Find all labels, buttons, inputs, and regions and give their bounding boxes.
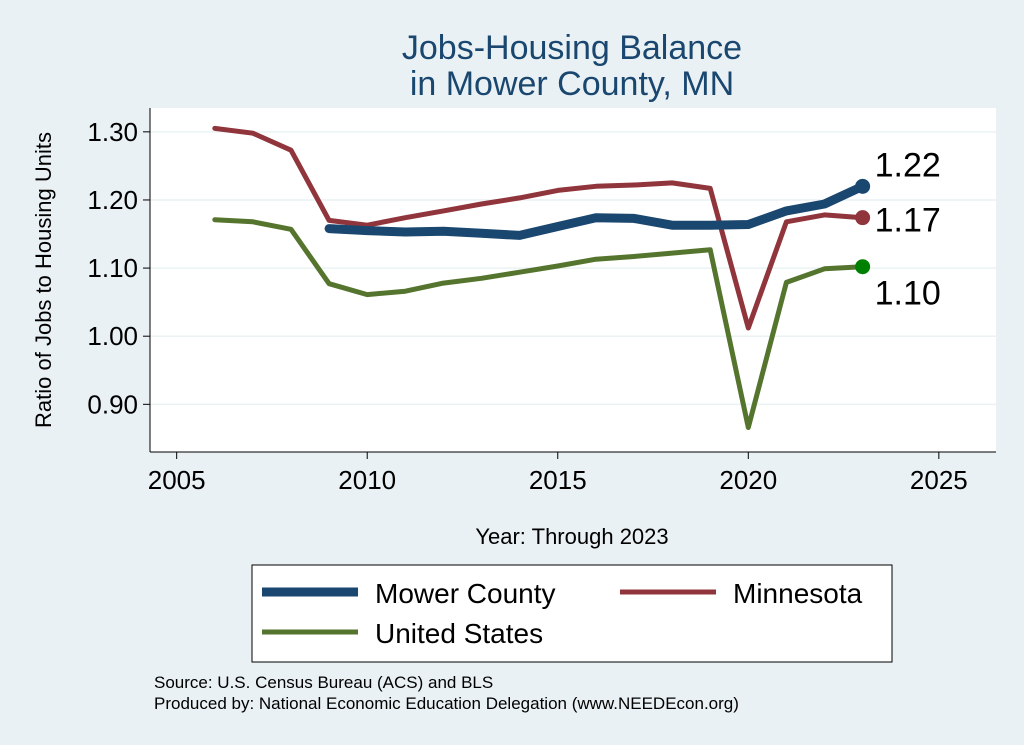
y-tick-label: 1.00 — [87, 321, 138, 351]
y-tick-label: 1.30 — [87, 117, 138, 147]
x-tick-label: 2005 — [148, 465, 206, 495]
plot-area — [150, 108, 996, 452]
series-line-mower-county — [324, 181, 868, 240]
x-ticks: 2005 2010 2015 2020 2025 — [148, 452, 968, 495]
chart-title-line-2: in Mower County, MN — [410, 65, 734, 103]
y-axis-title: Ratio of Jobs to Housing Units — [31, 132, 56, 428]
y-tick-label: 0.90 — [87, 389, 138, 419]
end-marker-united-states — [855, 259, 871, 275]
series-lines — [212, 125, 868, 430]
legend-label-united-states: United States — [375, 618, 543, 649]
y-tick-label: 1.20 — [87, 185, 138, 215]
end-marker-mower-county — [855, 178, 871, 194]
end-label-mower-county: 1.22 — [875, 146, 941, 184]
series-line-minnesota — [212, 125, 866, 331]
x-tick-label: 2010 — [338, 465, 396, 495]
producer-note: Produced by: National Economic Education… — [154, 694, 739, 713]
x-tick-label: 2015 — [529, 465, 587, 495]
end-label-united-states: 1.10 — [875, 275, 941, 313]
end-label-minnesota: 1.17 — [875, 202, 941, 240]
gridlines — [150, 131, 996, 406]
y-tick-label: 1.10 — [87, 253, 138, 283]
series-line-united-states — [212, 217, 866, 430]
x-tick-label: 2025 — [910, 465, 968, 495]
legend-label-mower-county: Mower County — [375, 578, 556, 609]
chart-title-line-1: Jobs-Housing Balance — [402, 29, 742, 67]
end-markers — [855, 178, 871, 275]
x-axis-title: Year: Through 2023 — [475, 524, 668, 549]
x-tick-label: 2020 — [719, 465, 777, 495]
legend-label-minnesota: Minnesota — [733, 578, 863, 609]
legend-box — [251, 564, 893, 663]
y-ticks: 0.90 1.00 1.10 1.20 1.30 — [87, 117, 150, 419]
end-marker-minnesota — [855, 210, 871, 226]
source-note: Source: U.S. Census Bureau (ACS) and BLS — [154, 673, 493, 692]
end-labels: 1.22 1.17 1.10 — [875, 146, 941, 312]
